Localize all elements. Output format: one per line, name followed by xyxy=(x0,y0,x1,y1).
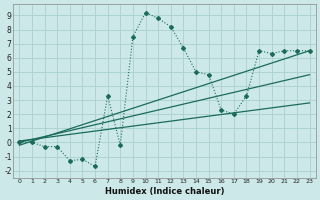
X-axis label: Humidex (Indice chaleur): Humidex (Indice chaleur) xyxy=(105,187,224,196)
